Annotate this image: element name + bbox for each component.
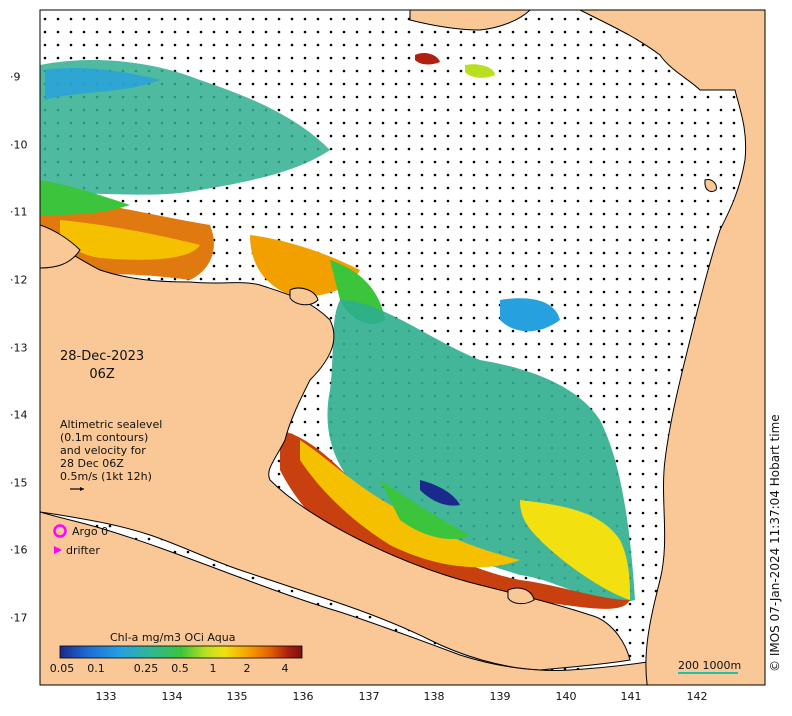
info-line: and velocity for <box>60 444 146 457</box>
x-tick-label: 136 <box>292 690 314 703</box>
map-time: 06Z <box>89 367 115 382</box>
credit-text: © IMOS 07-Jan-2024 11:37:04 Hobart time <box>768 414 782 672</box>
legend-argo: Argo 0 <box>72 525 108 538</box>
x-tick-label: 137 <box>358 690 380 703</box>
map-date-label: 28-Dec-2023 06Z <box>60 348 144 384</box>
colorbar <box>59 645 303 659</box>
map-date: 28-Dec-2023 <box>60 349 145 364</box>
colorbar-tick: 1 <box>209 662 217 675</box>
y-tick-label: ·17 <box>10 611 28 625</box>
x-tick-label: 141 <box>620 690 642 703</box>
info-line: Altimetric sealevel <box>60 418 163 431</box>
y-tick-label: ·9 <box>10 70 21 84</box>
land-layer <box>40 10 765 685</box>
scale-label: 200 1000m <box>678 659 742 672</box>
y-tick-label: ·15 <box>10 476 28 490</box>
colorbar-tick: 0.05 <box>49 662 75 675</box>
info-line: 0.5m/s (1kt 12h) <box>60 470 152 483</box>
x-tick-label: 135 <box>226 690 248 703</box>
colorbar-tick: 0.1 <box>87 662 105 675</box>
colorbar-title: Chl-a mg/m3 OCi Aqua <box>110 631 236 644</box>
drifter-marker-icon <box>54 546 62 554</box>
x-tick-label: 142 <box>686 690 708 703</box>
y-tick-label: ·10 <box>10 138 28 152</box>
info-line: 28 Dec 06Z <box>60 457 124 470</box>
x-tick-label: 134 <box>161 690 183 703</box>
legend-drifter-label: drifter <box>66 544 100 557</box>
chlorophyll-layer <box>40 52 635 640</box>
colorbar-tick: 4 <box>281 662 289 675</box>
y-tick-label: ·11 <box>10 205 28 219</box>
info-line: (0.1m contours) <box>60 431 149 444</box>
legend-argo-label: Argo 0 <box>72 525 109 538</box>
info-block: Altimetric sealevel (0.1m contours) and … <box>60 418 162 483</box>
y-tick-label: ·16 <box>10 543 28 557</box>
colorbar-tick: 0.25 <box>133 662 159 675</box>
x-tick-label: 133 <box>95 690 117 703</box>
y-tick-label: ·13 <box>10 341 28 355</box>
argo-marker-icon <box>53 524 67 538</box>
legend-drifter: drifter <box>66 544 100 557</box>
colorbar-tick: 0.5 <box>171 662 189 675</box>
x-tick-label: 138 <box>423 690 445 703</box>
y-tick-label: ·14 <box>10 408 28 422</box>
x-tick-label: 139 <box>489 690 511 703</box>
colorbar-tick: 2 <box>243 662 251 675</box>
x-tick-label: 140 <box>555 690 577 703</box>
y-tick-label: ·12 <box>10 273 28 287</box>
